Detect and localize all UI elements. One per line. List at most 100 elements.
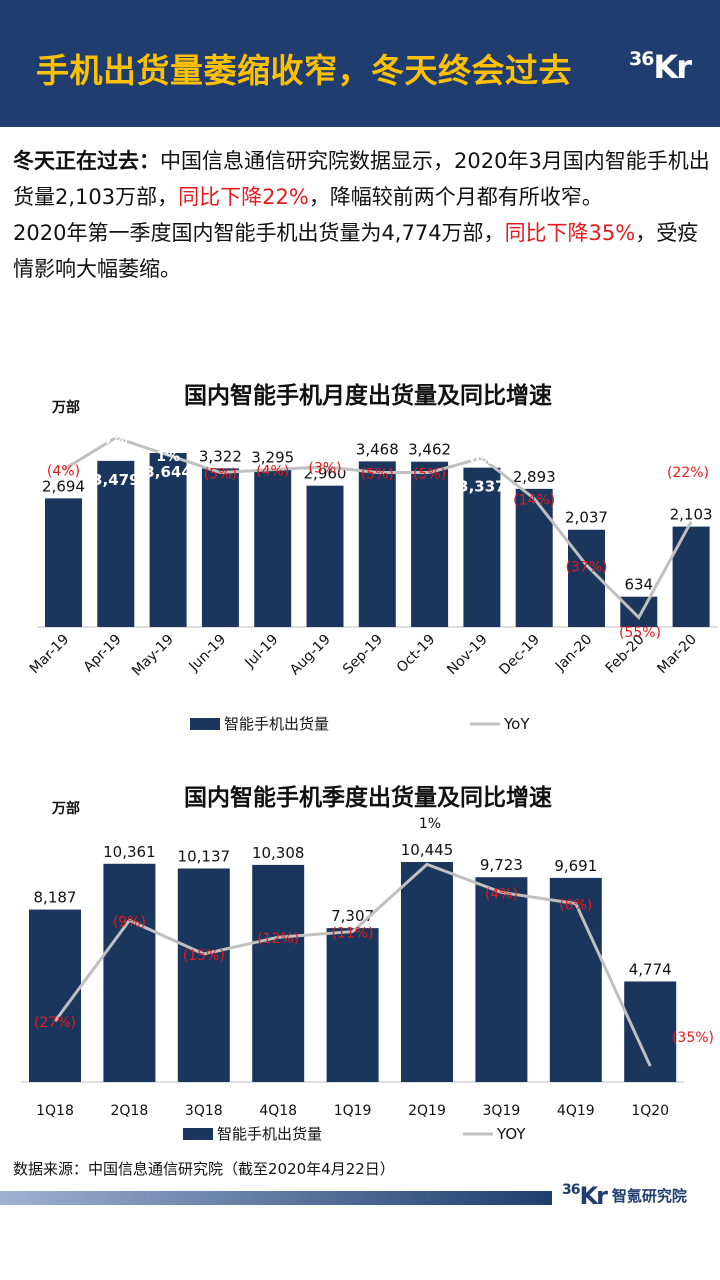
yoy-value-label: 1%	[156, 449, 180, 465]
bar-value-label: 9,691	[554, 857, 597, 875]
intro-paragraph-2: 2020年第一季度国内智能手机出货量为4,774万部，同比下降35%，受疫情影响…	[13, 215, 713, 287]
legend-bar-swatch	[183, 1128, 213, 1140]
intro-paragraph-1: 冬天正在过去：中国信息通信研究院数据显示，2020年3月国内智能手机出货量2,1…	[13, 143, 713, 215]
x-tick-label: Aug-19	[287, 632, 334, 679]
yoy-value-label: (11%)	[332, 926, 374, 942]
unit-label: 万部	[51, 800, 80, 817]
intro-text: 冬天正在过去：中国信息通信研究院数据显示，2020年3月国内智能手机出货量2,1…	[13, 143, 713, 287]
chart-title: 国内智能手机月度出货量及同比增速	[184, 382, 552, 409]
bar	[411, 461, 449, 627]
bar	[201, 468, 239, 627]
x-tick-label: Mar-20	[654, 632, 700, 678]
yoy-value-label: (27%)	[34, 1015, 76, 1031]
yoy-value-label: (12%)	[257, 931, 299, 947]
x-tick-label: 4Q18	[259, 1103, 297, 1119]
yoy-line	[62, 436, 693, 620]
page-title: 手机出货量萎缩收窄，冬天终会过去	[36, 51, 572, 90]
bar	[254, 469, 292, 627]
yoy-value-label: 0%	[470, 452, 494, 468]
bar-value-label: 3,644	[144, 463, 191, 481]
bar	[326, 928, 379, 1082]
bar	[672, 526, 710, 627]
yoy-value-label: 1%	[419, 816, 441, 832]
x-tick-label: Jul-19	[241, 632, 281, 672]
yoy-value-label: (5%)	[204, 467, 237, 483]
x-tick-label: 2Q19	[408, 1103, 446, 1119]
bar-value-label: 3,479	[92, 471, 139, 489]
x-tick-label: 3Q18	[185, 1103, 223, 1119]
yoy-value-label: (3%)	[308, 461, 341, 477]
bar	[624, 981, 677, 1082]
bar-value-label: 3,462	[408, 441, 451, 459]
x-tick-label: Jun-19	[186, 632, 230, 676]
bar-value-label: 3,322	[199, 447, 242, 465]
intro-p2-highlight: 同比下降35%	[504, 221, 636, 245]
bar-value-label: 9,723	[480, 856, 523, 874]
yoy-value-label: (14%)	[513, 493, 555, 509]
bar-value-label: 3,295	[251, 449, 294, 467]
yoy-value-label: (22%)	[667, 465, 709, 481]
yoy-value-label: 7%	[104, 432, 128, 448]
bar-value-label: 3,468	[356, 440, 399, 458]
yoy-value-label: (4%)	[256, 464, 289, 480]
legend-bar-label: 智能手机出货量	[217, 1125, 322, 1143]
x-tick-label: May-19	[129, 632, 177, 680]
x-tick-label: 3Q19	[483, 1103, 521, 1119]
bar	[620, 596, 658, 627]
x-tick-label: Mar-19	[27, 632, 73, 678]
x-tick-label: Jan-20	[552, 632, 595, 675]
yoy-value-label: (4%)	[485, 886, 518, 902]
bar-value-label: 2,103	[670, 506, 713, 524]
x-tick-label: Dec-19	[496, 632, 543, 679]
yoy-value-label: (5%)	[361, 467, 394, 483]
x-tick-label: 1Q18	[36, 1103, 74, 1119]
yoy-value-label: (6%)	[559, 898, 592, 914]
yoy-value-label: (55%)	[619, 625, 661, 641]
yoy-value-label: (4%)	[47, 464, 80, 480]
yoy-value-label: (37%)	[565, 559, 607, 575]
bar-value-label: 3,337	[458, 478, 505, 496]
intro-p1-text: 中国信息通信研究院数据显示，2020年3月国内智能手机出货量2,103万部，	[13, 149, 710, 209]
bar	[97, 460, 135, 627]
bar	[252, 864, 305, 1082]
bar-value-label: 8,187	[34, 889, 77, 907]
bar	[515, 488, 553, 627]
bar	[103, 863, 156, 1082]
bar-value-label: 10,361	[103, 843, 156, 861]
bar-value-label: 2,694	[42, 477, 85, 495]
x-tick-label: 4Q19	[557, 1103, 595, 1119]
bar	[45, 498, 82, 627]
chart-title: 国内智能手机季度出货量及同比增速	[184, 784, 552, 811]
bar	[463, 467, 501, 627]
intro-p2-text: 2020年第一季度国内智能手机出货量为4,774万部，	[13, 221, 505, 245]
x-tick-label: 1Q20	[631, 1103, 669, 1119]
yoy-line	[53, 862, 652, 1067]
footer-bar	[0, 1191, 552, 1205]
x-tick-label: Sep-19	[340, 632, 386, 678]
bar-value-label: 10,445	[401, 841, 454, 859]
legend-line-label: YoY	[503, 715, 530, 733]
x-tick-label: 2Q18	[111, 1103, 149, 1119]
x-tick-label: 1Q19	[334, 1103, 372, 1119]
bar	[149, 453, 187, 627]
x-tick-label: Apr-19	[81, 632, 125, 676]
bar	[475, 877, 528, 1082]
data-source-note: 数据来源：中国信息通信研究院（截至2020年4月22日）	[13, 1160, 395, 1178]
legend-line-label: YOY	[496, 1125, 526, 1143]
intro-lead: 冬天正在过去：	[13, 149, 160, 173]
unit-label: 万部	[51, 399, 80, 416]
quarterly-chart: 国内智能手机季度出货量及同比增速万部 8,187 1Q18 10,361 2Q18 10,…	[0, 770, 720, 1155]
bar-value-label: 634	[624, 576, 653, 594]
36kr-logo: 36Kr	[628, 48, 692, 86]
bar	[401, 862, 453, 1082]
footer-logo: 36Kr 智氪研究院	[562, 1182, 687, 1210]
monthly-chart: 国内智能手机月度出货量及同比增速万部 2,694 Mar-19 3,479 Apr-19…	[0, 370, 720, 745]
intro-p2-tail: ，受疫情影响大幅萎缩。	[13, 221, 699, 281]
legend-bar-label: 智能手机出货量	[224, 715, 329, 733]
yoy-value-label: (15%)	[183, 948, 225, 964]
bar-value-label: 10,308	[252, 844, 305, 862]
bar	[358, 461, 396, 627]
bar-value-label: 2,893	[513, 468, 556, 486]
